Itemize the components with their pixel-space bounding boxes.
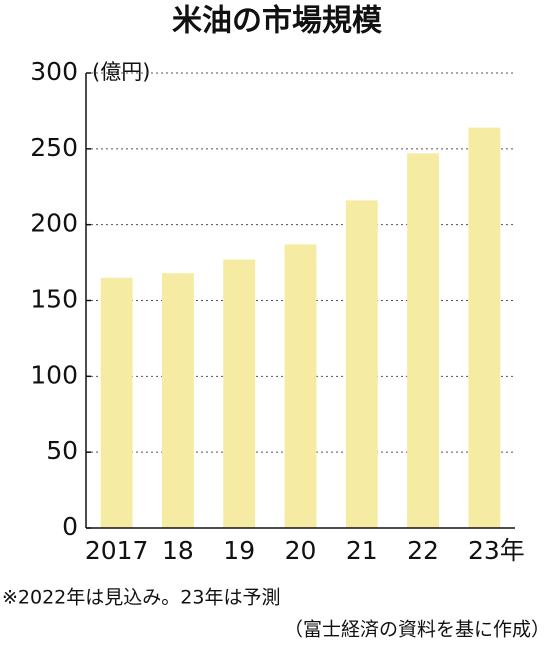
bar	[284, 244, 317, 528]
x-tick-label: 19	[223, 536, 255, 565]
y-tick-label: 0	[62, 512, 78, 541]
x-tick-label: 18	[162, 536, 194, 565]
x-tick-label: 23年	[468, 536, 525, 565]
y-tick-label: 250	[30, 133, 78, 162]
y-tick-label: 300	[30, 57, 78, 86]
x-tick-label: 20	[285, 536, 317, 565]
unit-label: (億円)	[92, 60, 150, 84]
note: （富士経済の資料を基に作成）	[284, 619, 550, 641]
bar	[345, 200, 378, 528]
bar	[100, 277, 133, 528]
x-tick-label: 21	[346, 536, 378, 565]
y-tick-label: 150	[30, 285, 78, 314]
note: ※2022年は見込み。23年は予測	[2, 587, 280, 609]
bar	[407, 153, 440, 528]
x-tick-label: 2017	[85, 536, 149, 565]
y-tick-label: 50	[46, 436, 78, 465]
bar	[161, 273, 194, 528]
chart-title: 米油の市場規模	[172, 4, 382, 39]
x-tick-label: 22	[407, 536, 439, 565]
y-tick-label: 200	[30, 209, 78, 238]
y-tick-label: 100	[30, 360, 78, 389]
bar	[223, 259, 256, 528]
bar	[468, 127, 501, 528]
